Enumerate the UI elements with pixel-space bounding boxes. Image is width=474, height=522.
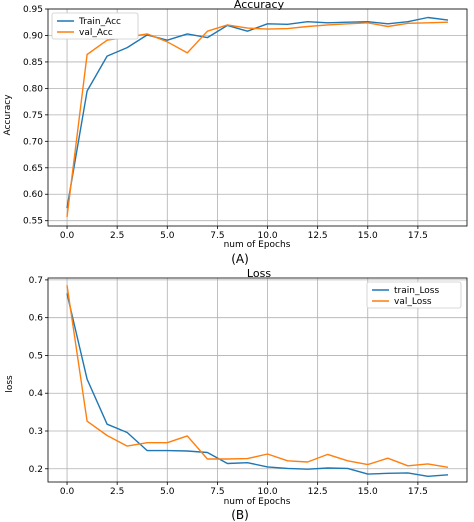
legend-label: Train_Acc bbox=[78, 17, 121, 27]
y-tick-label: 0.6 bbox=[29, 314, 44, 324]
x-tick-label: 0.0 bbox=[60, 487, 75, 497]
legend-label: val_Loss bbox=[394, 297, 432, 307]
series-line-train-acc bbox=[66, 16, 449, 209]
y-tick-label: 0.7 bbox=[29, 276, 43, 286]
series-line-val-loss bbox=[66, 285, 449, 468]
x-tick-label: 17.5 bbox=[408, 487, 428, 497]
accuracy-chart: Accuracy 0.55 0.60 0.65 0.70 0.75 0.80 0.85 0.9… bbox=[3, 0, 468, 266]
legend-label: train_Loss bbox=[394, 286, 440, 296]
y-axis-label: Accuracy bbox=[3, 94, 13, 136]
x-axis-label: num of Epochs bbox=[224, 497, 291, 507]
y-tick-label: 0.3 bbox=[29, 427, 43, 437]
panel-label: (A) bbox=[231, 252, 249, 266]
legend-label: val_Acc bbox=[79, 28, 113, 38]
panel-label: (B) bbox=[231, 508, 249, 522]
x-tick-label: 2.5 bbox=[110, 487, 124, 497]
x-tick-label: 5.0 bbox=[160, 487, 175, 497]
y-tick-label: 0.4 bbox=[29, 389, 44, 399]
series-line-train-loss bbox=[66, 293, 449, 477]
x-tick-label: 15.0 bbox=[358, 487, 378, 497]
y-tick-label: 0.80 bbox=[23, 84, 43, 94]
x-tick-label: 2.5 bbox=[110, 231, 124, 241]
y-tick-label: 0.5 bbox=[29, 351, 43, 361]
x-tick-label: 17.5 bbox=[408, 231, 428, 241]
plot-frame bbox=[47, 8, 468, 227]
y-tick-label: 0.75 bbox=[23, 111, 43, 121]
x-tick-label: 15.0 bbox=[358, 231, 378, 241]
x-axis-label: num of Epochs bbox=[224, 240, 291, 250]
x-tick-label: 10.0 bbox=[258, 487, 278, 497]
x-tick-label: 12.5 bbox=[308, 231, 328, 241]
y-tick-label: 0.85 bbox=[23, 58, 43, 68]
y-tick-label: 0.55 bbox=[23, 217, 43, 227]
plot-frame bbox=[47, 277, 468, 483]
y-axis-label: loss bbox=[5, 375, 15, 393]
x-tick-label: 0.0 bbox=[60, 231, 75, 241]
x-tick-label: 12.5 bbox=[308, 487, 328, 497]
y-tick-label: 0.90 bbox=[23, 31, 43, 41]
chart-title: Loss bbox=[247, 267, 271, 280]
chart-title: Accuracy bbox=[234, 0, 285, 11]
y-tick-label: 0.65 bbox=[23, 164, 43, 174]
x-tick-label: 10.0 bbox=[258, 231, 278, 241]
y-tick-label: 0.95 bbox=[23, 5, 43, 15]
x-tick-label: 5.0 bbox=[160, 231, 175, 241]
legend-box bbox=[366, 281, 462, 309]
series-line-val-acc bbox=[66, 21, 449, 218]
y-tick-label: 0.2 bbox=[29, 465, 43, 475]
loss-chart: Loss 0.2 0.3 0.4 0.5 0.6 0.7 0.0 2.5 5.0 7.5 10.0… bbox=[5, 267, 468, 522]
y-tick-label: 0.70 bbox=[23, 137, 43, 147]
y-tick-label: 0.60 bbox=[23, 190, 43, 200]
x-tick-label: 7.5 bbox=[210, 231, 224, 241]
x-tick-label: 7.5 bbox=[210, 487, 224, 497]
